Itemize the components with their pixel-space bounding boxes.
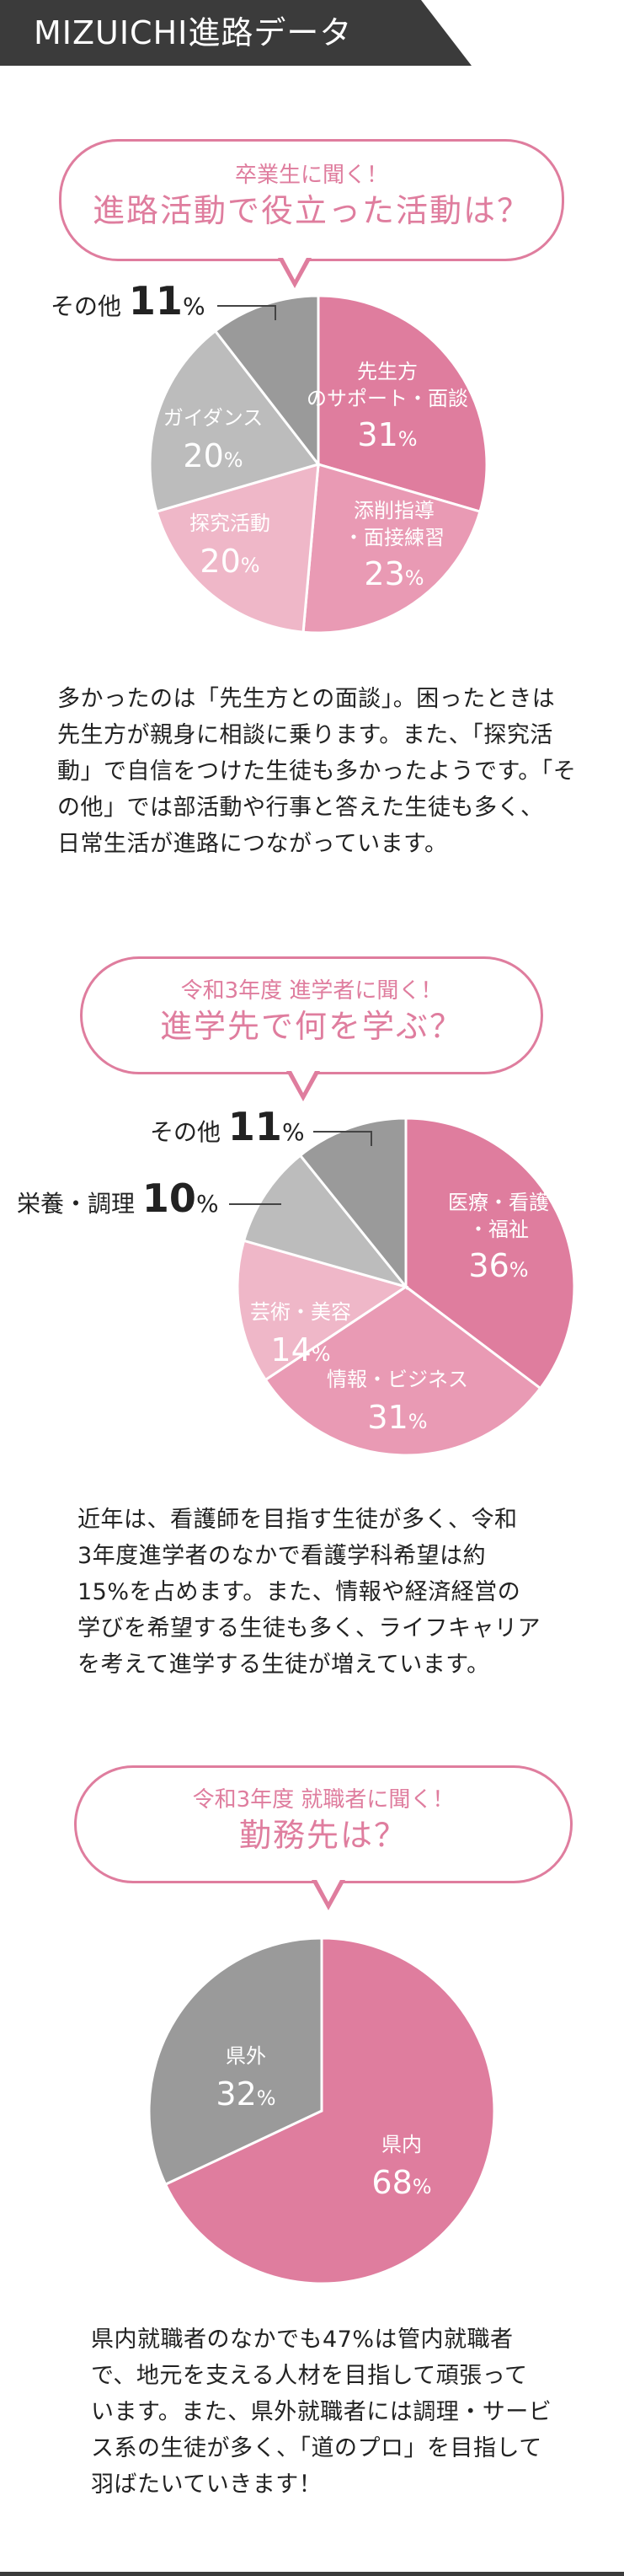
bubble-tail-inner (282, 256, 307, 280)
footer-line (0, 2572, 624, 2576)
pie-slice (404, 1117, 576, 1390)
bubble-subtitle: 卒業生に聞く！ (234, 163, 388, 188)
slice-label: 添削指導 (354, 499, 435, 522)
pie-chart-3: 県内 68% 県外 32% (147, 1936, 496, 2285)
description-1: 多かったのは「先生方との面談」。困ったときは 先生方が親身に相談に乗ります。また… (57, 686, 577, 857)
question-bubble-2: 令和3年度 進学者に聞く！ 進学先で何を学ぶ？ (80, 956, 543, 1074)
bubble-question: 勤務先は？ (238, 1817, 408, 1854)
slice-value-label: 32% (216, 2075, 275, 2113)
slice-value-label: 23% (364, 555, 424, 592)
pie-slice (317, 294, 488, 513)
header-bar (0, 0, 472, 66)
slice-label: 先生方 (357, 360, 418, 383)
slice-value-label: 68% (371, 2164, 431, 2201)
pie-slice (301, 463, 482, 635)
pie-slice (148, 329, 321, 513)
slice-label: 医療・看護 (448, 1191, 549, 1214)
slice-value-label: 36% (468, 1247, 528, 1284)
slice-value-label: 20% (183, 437, 243, 474)
slice-label: 県内 (381, 2133, 422, 2156)
question-bubble-1: 卒業生に聞く！ 進路活動で役立った活動は？ (59, 139, 564, 261)
bubble-question: 進学先で何を学ぶ？ (159, 1008, 463, 1045)
slice-value-label: 14% (270, 1331, 330, 1368)
outside-label-text: その他 (150, 1118, 221, 1146)
slice-label: 情報・ビジネス (327, 1368, 468, 1391)
slice-value-label: 31% (367, 1399, 427, 1436)
outside-label-text: その他 (51, 292, 122, 320)
slice-label: 芸術・美容 (250, 1300, 351, 1324)
bubble-subtitle: 令和3年度 進学者に聞く！ (180, 978, 443, 1004)
pie-slice (163, 1936, 496, 2285)
pie-slice (155, 462, 320, 634)
slice-value-label: 31% (357, 416, 417, 453)
leader-line (229, 1203, 281, 1205)
question-bubble-3: 令和3年度 就職者に聞く！ 勤務先は？ (74, 1765, 573, 1883)
pie-slice (213, 294, 320, 469)
outside-label-nutrition: 栄養・調理 10% (17, 1176, 219, 1221)
description-2: 近年は、看護師を目指す生徒が多く、令和 3年度進学者のなかで看護学科希望は約 1… (77, 1507, 541, 1678)
leader-line-vertical (275, 305, 276, 320)
outside-label-value: 11 (128, 278, 183, 324)
bubble-tail-inner (316, 1878, 341, 1902)
page-title: MIZUICHI進路データ (34, 14, 353, 51)
leader-line-vertical (371, 1131, 372, 1146)
pie-slice (264, 1285, 542, 1457)
pie-slice (242, 1154, 410, 1289)
slice-label: ガイダンス (163, 406, 264, 430)
slice-label: ・面接練習 (344, 526, 445, 549)
slice-label: ・福祉 (468, 1218, 529, 1241)
outside-label-text: 栄養・調理 (17, 1190, 136, 1218)
outside-label-unit: % (182, 292, 205, 320)
slice-label: 探究活動 (189, 511, 270, 535)
outside-label-other: その他 11% (150, 1104, 305, 1149)
slice-label: のサポート・面談 (307, 387, 468, 410)
slice-value-label: 20% (200, 543, 259, 580)
leader-line (217, 305, 276, 307)
pie-chart-2: 医療・看護・福祉 36% 情報・ビジネス 31% 芸術・美容 14% (236, 1117, 576, 1457)
pie-slice (147, 1936, 323, 2187)
leader-line (313, 1131, 372, 1133)
outside-label-unit: % (281, 1118, 305, 1146)
description-3: 県内就職者のなかでも47%は管内就職者 で、地元を支える人材を目指して頑張って … (91, 2327, 552, 2498)
outside-label-value: 11 (227, 1104, 282, 1149)
outside-label-other: その他 11% (51, 278, 205, 324)
bubble-tail-inner (291, 1069, 316, 1093)
slice-label: 県外 (226, 2044, 266, 2068)
outside-label-unit: % (195, 1190, 219, 1218)
pie-slice (298, 1117, 408, 1291)
bubble-question: 進路活動で役立った活動は？ (92, 192, 531, 229)
outside-label-value: 10 (141, 1176, 196, 1221)
bubble-subtitle: 令和3年度 就職者に聞く！ (192, 1787, 455, 1813)
